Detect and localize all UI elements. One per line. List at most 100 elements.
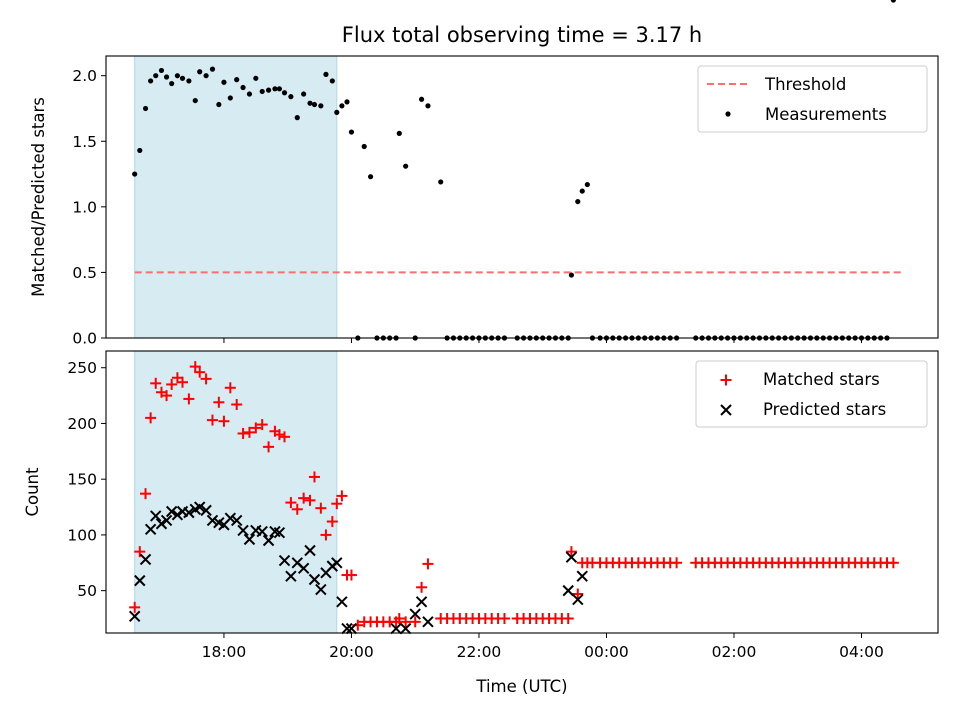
top-axes-frame bbox=[105, 55, 939, 339]
top-legend: Threshold Measurements bbox=[697, 65, 928, 133]
top-y-ticks: 0.0 0.5 1.0 1.5 2.0 bbox=[72, 67, 106, 348]
measurement-point bbox=[272, 86, 278, 92]
measurement-point bbox=[137, 147, 143, 154]
legend-predicted-swatch bbox=[720, 404, 732, 416]
predicted-star-point bbox=[331, 557, 343, 569]
measurement-point bbox=[197, 69, 203, 75]
x-tick-label: 18:00 bbox=[202, 643, 247, 661]
top-x-ticks bbox=[223, 338, 862, 343]
measurement-point bbox=[169, 80, 175, 87]
y-tick-label: 2.0 bbox=[72, 67, 97, 85]
predicted-star-point bbox=[308, 573, 321, 586]
chart-title: Flux total observing time = 3.17 h bbox=[342, 23, 702, 47]
measurement-point bbox=[209, 66, 216, 72]
predicted-star-point bbox=[399, 622, 412, 635]
predicted-star-point bbox=[304, 544, 316, 557]
predicted-star-point bbox=[572, 593, 584, 606]
measurement-point bbox=[311, 101, 318, 108]
x-tick-label: 04:00 bbox=[839, 643, 884, 661]
measurement-point bbox=[153, 73, 159, 79]
measurement-point bbox=[246, 91, 253, 97]
measurement-point bbox=[418, 96, 425, 102]
y-tick-label: 150 bbox=[67, 471, 97, 489]
predicted-star-point bbox=[144, 523, 157, 536]
predicted-star-point bbox=[262, 534, 275, 547]
observing-span-rect bbox=[134, 55, 338, 339]
predicted-star-point bbox=[200, 504, 212, 517]
measurement-point bbox=[438, 179, 444, 185]
predicted-star-point bbox=[224, 512, 237, 524]
legend-measurements-swatch bbox=[725, 111, 731, 117]
predicted-star-point bbox=[165, 505, 178, 518]
bottom-y-ticks: 50 100 150 200 250 bbox=[67, 359, 106, 600]
measurement-point bbox=[890, 0, 896, 3]
measurement-point bbox=[348, 129, 355, 135]
predicted-star-point bbox=[390, 622, 402, 635]
predicted-star-point bbox=[230, 514, 243, 527]
measurement-point bbox=[403, 163, 409, 169]
measurement-point bbox=[294, 115, 300, 121]
predicted-star-point bbox=[134, 574, 146, 587]
predicted-star-point bbox=[213, 516, 225, 529]
measurement-point bbox=[227, 95, 233, 101]
measurement-point bbox=[367, 174, 374, 180]
predicted-star-point bbox=[345, 622, 358, 635]
predicted-star-point bbox=[415, 596, 428, 608]
measurement-point bbox=[240, 84, 246, 91]
measurement-point bbox=[329, 78, 335, 84]
predicted-star-point bbox=[409, 608, 421, 620]
predicted-star-point bbox=[422, 616, 434, 628]
measurement-point bbox=[323, 71, 329, 77]
measurement-point bbox=[568, 272, 575, 278]
predicted-star-point bbox=[341, 622, 353, 635]
observing-span-bottom bbox=[134, 350, 338, 634]
measurement-point bbox=[301, 91, 307, 97]
measurement-point bbox=[425, 103, 431, 109]
predicted-star-point bbox=[285, 570, 297, 582]
measurement-point bbox=[307, 100, 313, 106]
predicted-star-point bbox=[171, 509, 184, 521]
bottom-axes-frame bbox=[105, 350, 939, 634]
predicted-star-point bbox=[576, 570, 588, 582]
measurement-point bbox=[344, 99, 350, 105]
y-tick-label: 250 bbox=[67, 359, 97, 377]
measurement-point bbox=[318, 103, 324, 109]
predicted-star-point bbox=[278, 554, 291, 567]
measurement-point bbox=[174, 73, 181, 79]
measurement-point bbox=[276, 86, 283, 92]
measurement-point bbox=[396, 130, 402, 136]
measurement-point bbox=[281, 90, 288, 96]
predicted-star-point bbox=[565, 551, 578, 563]
measurement-point bbox=[575, 198, 581, 205]
measurement-point bbox=[265, 87, 272, 93]
measurement-point bbox=[192, 97, 198, 104]
y-tick-label: 1.0 bbox=[72, 198, 97, 216]
measurement-point bbox=[186, 78, 192, 84]
top-y-axis-label: Matched/Predicted stars bbox=[29, 97, 48, 297]
x-tick-label: 22:00 bbox=[457, 643, 502, 661]
predicted-star-point bbox=[336, 596, 348, 608]
x-tick-label: 02:00 bbox=[712, 643, 757, 661]
legend-threshold-label: Threshold bbox=[764, 75, 846, 94]
observing-span-top bbox=[134, 55, 338, 339]
top-legend-box bbox=[697, 65, 928, 133]
x-axis-label: Time (UTC) bbox=[475, 677, 567, 696]
ratio-panel: 0.00.51.01.52.0 Matched/Predicted stars … bbox=[29, 0, 939, 348]
predicted-star-point bbox=[194, 501, 206, 513]
measurement-point bbox=[142, 105, 149, 112]
predicted-star-point bbox=[150, 510, 162, 522]
predicted-star-point bbox=[243, 533, 256, 546]
measurement-point bbox=[163, 74, 170, 80]
y-tick-label: 50 bbox=[77, 582, 97, 600]
measurement-point bbox=[221, 79, 227, 85]
measurement-point bbox=[584, 181, 590, 188]
predicted-star-point bbox=[256, 525, 268, 538]
measurement-point bbox=[339, 103, 345, 109]
y-tick-label: 0.0 bbox=[72, 330, 97, 348]
bottom-x-ticks: 18:00 20:00 22:00 00:00 02:00 04:00 bbox=[202, 633, 884, 661]
measurement-point bbox=[334, 109, 340, 115]
predicted-star-point bbox=[160, 514, 173, 527]
measurement-point bbox=[216, 101, 222, 108]
